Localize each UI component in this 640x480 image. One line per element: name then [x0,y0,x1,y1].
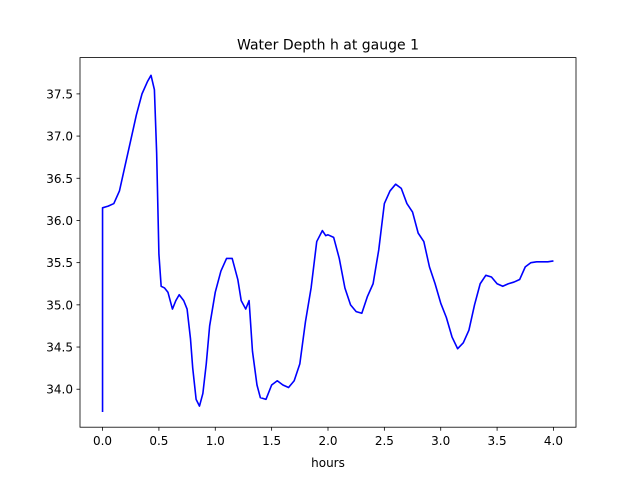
series-line [101,74,554,413]
y-axis-ticks: 34.0 34.5 35.0 35.5 36.0 36.5 37.0 37.5 [46,87,80,397]
chart-title: Water Depth h at gauge 1 [237,38,419,54]
y-tick-label: 36.5 [46,172,73,186]
x-tick-label: 1.5 [262,434,281,448]
y-tick-label: 37.0 [46,130,73,144]
x-tick-label: 1.0 [206,434,225,448]
y-tick-label: 34.5 [46,341,73,355]
x-axis-ticks: 0.0 0.5 1.0 1.5 2.0 2.5 3.0 3.5 4.0 [93,427,563,448]
x-tick-label: 3.5 [488,434,507,448]
x-axis-label: hours [311,456,345,470]
x-tick-label: 0.5 [149,434,168,448]
plot-background [80,57,576,428]
y-tick-label: 36.0 [46,214,73,228]
y-tick-label: 35.0 [46,298,73,312]
x-tick-label: 2.5 [375,434,394,448]
y-tick-label: 37.5 [46,87,73,101]
x-tick-label: 2.0 [318,434,337,448]
y-tick-label: 34.0 [46,383,73,397]
y-tick-label: 35.5 [46,256,73,270]
plot-area [79,57,577,428]
x-tick-label: 0.0 [93,434,112,448]
x-tick-label: 3.0 [431,434,450,448]
x-tick-label: 4.0 [544,434,563,448]
